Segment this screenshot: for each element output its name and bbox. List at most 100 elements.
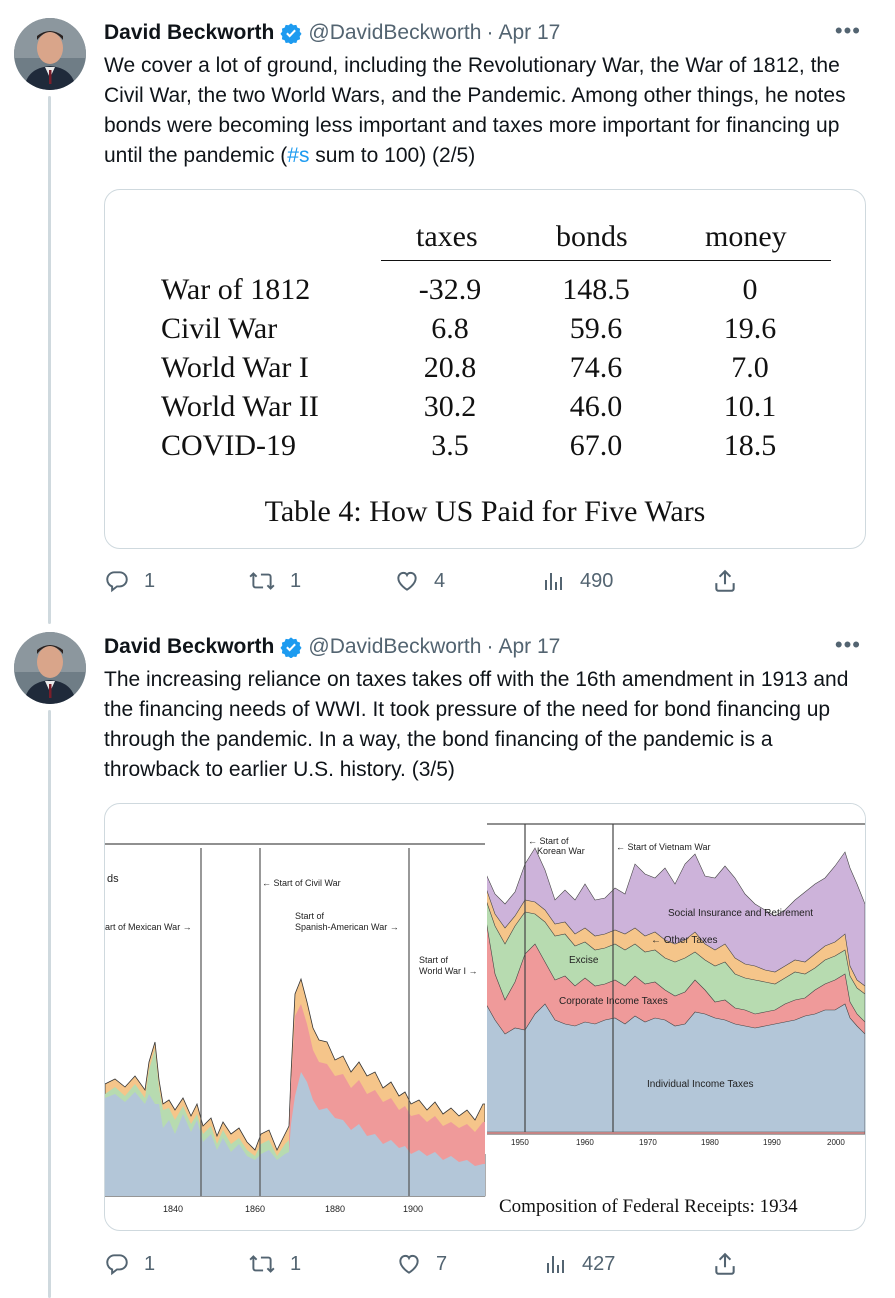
row-label: War of 1812	[161, 273, 311, 306]
cell-taxes: 6.8	[431, 312, 469, 345]
finance-table: taxes bonds money War of 1812 -32.9 148.…	[105, 190, 865, 548]
tweet-actions: 1 1 7 427	[104, 1249, 764, 1279]
like-count: 4	[434, 569, 446, 592]
column-header-taxes: taxes	[416, 220, 478, 253]
figure-caption: Composition of Federal Receipts: 1934	[499, 1196, 798, 1217]
receipts-chart-image[interactable]: ds art of Mexican War → ← Start of Civil…	[104, 803, 866, 1231]
right-annotation: Individual Income Taxes	[647, 1079, 754, 1090]
tweet-text-part: sum to 100) (2/5)	[309, 144, 476, 167]
tweet-date[interactable]: Apr 17	[498, 635, 561, 658]
share-button[interactable]	[712, 568, 738, 594]
cell-bonds: 148.5	[562, 273, 630, 306]
separator-dot: ·	[486, 21, 494, 44]
left-x-tick: 1880	[325, 1204, 345, 1214]
left-annotation: ← Start of Civil War	[262, 878, 341, 888]
right-annotation: Social Insurance and Retirement	[668, 908, 813, 919]
left-x-tick: 1840	[163, 1204, 183, 1214]
tweet-date[interactable]: Apr 17	[498, 21, 561, 44]
like-button[interactable]: 7	[396, 1251, 447, 1277]
left-x-tick: 1860	[245, 1204, 265, 1214]
author-handle[interactable]: @DavidBeckworth	[308, 21, 482, 44]
more-options-icon[interactable]: •••	[834, 632, 861, 657]
tweet[interactable]: David Beckworth @DavidBeckworth · Apr 17…	[0, 612, 895, 1298]
thread-connector-line	[48, 96, 51, 624]
retweet-icon	[249, 1255, 275, 1273]
heart-icon	[397, 571, 417, 591]
reply-count: 1	[144, 569, 156, 592]
retweet-button[interactable]: 1	[248, 568, 301, 594]
cell-money: 0	[742, 273, 758, 306]
reply-count: 1	[144, 1252, 156, 1275]
author-handle[interactable]: @DavidBeckworth	[308, 635, 482, 658]
right-annotation: ← Start of Vietnam War	[616, 842, 711, 852]
cell-bonds: 67.0	[569, 429, 623, 462]
analytics-icon	[547, 1256, 564, 1273]
reply-button[interactable]: 1	[104, 1251, 155, 1277]
cell-taxes: 3.5	[431, 429, 469, 462]
left-annotation: Start of	[295, 911, 325, 921]
left-annotation: art of Mexican War →	[105, 922, 192, 932]
left-annotation: World War I →	[419, 966, 478, 976]
right-x-tick: 1980	[701, 1138, 719, 1147]
right-x-tick: 1950	[511, 1138, 529, 1147]
tweet-actions: 1 1 4 490	[104, 566, 764, 596]
cell-money: 18.5	[723, 429, 777, 462]
separator-dot: ·	[486, 635, 494, 658]
cell-bonds: 74.6	[569, 351, 623, 384]
verified-badge-icon	[280, 22, 302, 44]
right-annotation: Corporate Income Taxes	[559, 996, 668, 1007]
row-label: World War II	[161, 390, 319, 423]
author-name[interactable]: David Beckworth	[104, 635, 275, 658]
cell-taxes: 30.2	[423, 390, 477, 423]
author-name[interactable]: David Beckworth	[104, 21, 275, 44]
view-count: 490	[580, 569, 614, 592]
left-annotation: Start of	[419, 955, 449, 965]
tweet[interactable]: David Beckworth @DavidBeckworth · Apr 17…	[0, 0, 895, 612]
more-options-icon[interactable]: •••	[834, 18, 861, 43]
retweet-icon	[249, 572, 275, 590]
row-label: World War I	[161, 351, 309, 384]
left-annotation: Spanish-American War →	[295, 922, 399, 932]
right-annotation: Korean War	[537, 846, 585, 856]
avatar[interactable]	[14, 18, 86, 90]
like-count: 7	[436, 1252, 448, 1275]
reply-icon	[106, 1254, 128, 1276]
right-x-tick: 1960	[576, 1138, 594, 1147]
right-annotation: ← Start of	[528, 836, 569, 846]
table-image[interactable]: taxes bonds money War of 1812 -32.9 148.…	[104, 189, 866, 549]
share-icon	[715, 1252, 735, 1275]
analytics-icon	[545, 573, 562, 590]
reply-button[interactable]: 1	[104, 568, 155, 594]
share-icon	[715, 569, 735, 592]
views-button[interactable]: 427	[544, 1251, 615, 1277]
right-x-tick: 2000	[827, 1138, 845, 1147]
cell-bonds: 46.0	[569, 390, 623, 423]
row-label: Civil War	[161, 312, 278, 345]
tweet-header: David Beckworth @DavidBeckworth · Apr 17	[104, 20, 560, 46]
right-annotation: Excise	[569, 955, 599, 966]
verified-badge-icon	[280, 636, 302, 658]
left-base-band-area	[105, 1072, 485, 1196]
cell-bonds: 59.6	[569, 312, 623, 345]
share-button[interactable]	[712, 1251, 738, 1277]
like-button[interactable]: 4	[394, 568, 445, 594]
hashtag-link[interactable]: #s	[287, 144, 310, 167]
retweet-button[interactable]: 1	[248, 1251, 301, 1277]
view-count: 427	[582, 1252, 616, 1275]
left-x-tick: 1900	[403, 1204, 423, 1214]
cell-taxes: -32.9	[418, 273, 482, 306]
tweet-text-part: We cover a lot of ground, including the …	[104, 54, 846, 167]
cell-money: 10.1	[723, 390, 777, 423]
column-header-money: money	[705, 220, 787, 253]
tweet-text: We cover a lot of ground, including the …	[104, 51, 864, 171]
avatar[interactable]	[14, 632, 86, 704]
tweet-text: The increasing reliance on taxes takes o…	[104, 668, 849, 781]
thread-connector-line	[48, 710, 51, 1298]
row-label: COVID-19	[161, 429, 296, 462]
heart-icon	[399, 1254, 419, 1274]
retweet-count: 1	[290, 569, 302, 592]
receipts-chart: ds art of Mexican War → ← Start of Civil…	[105, 804, 865, 1217]
right-x-tick: 1990	[763, 1138, 781, 1147]
views-button[interactable]: 490	[542, 568, 613, 594]
right-panel: ← Start of Korean War ← Start of Vietnam…	[485, 804, 865, 1147]
